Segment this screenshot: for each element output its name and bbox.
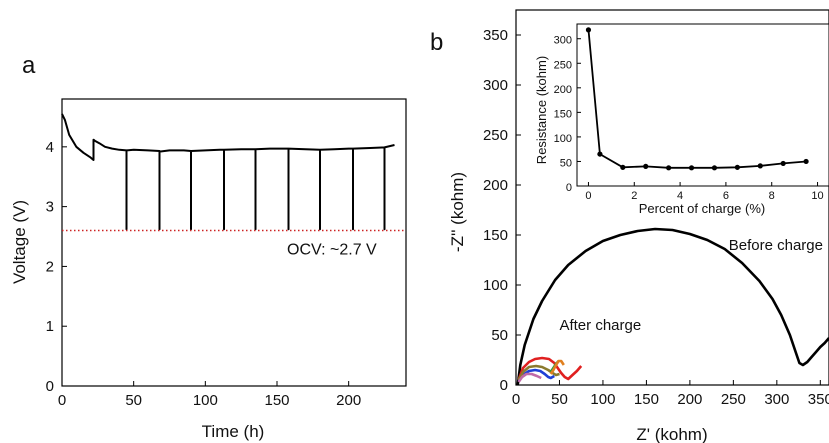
panel-a-ytick-label: 4 (46, 139, 54, 156)
inset-data-point (620, 164, 626, 170)
panel-b-series-line-0 (516, 227, 829, 386)
inset-xtick-label: 6 (723, 190, 729, 202)
panel-a-ytick-label: 3 (46, 199, 54, 216)
panel-b-label: b (430, 29, 443, 56)
inset-xtick-label: 10 (811, 190, 823, 202)
inset-xtick-label: 2 (631, 190, 637, 202)
inset-ytick-label: 150 (554, 108, 572, 120)
panel-a-xtick-label: 0 (58, 392, 66, 409)
panel-b-ytick-label: 100 (483, 277, 508, 294)
panel-b-nyquist-chart: b 0 50 100 150 200 250 300 35005010015020025030… (430, 9, 829, 443)
panel-b-ytick-label: 150 (483, 227, 508, 244)
inset-ytick-label: 300 (554, 35, 572, 47)
panel-b-xtick-label: 250 (721, 391, 746, 408)
inset-data-point (734, 164, 740, 170)
inset-xtick-label: 0 (585, 190, 591, 202)
inset-ytick-label: 0 (566, 182, 572, 194)
panel-b-xtick-label: 200 (677, 391, 702, 408)
ocv-annotation: OCV: ~2.7 V (287, 241, 377, 258)
before-charge-annotation: Before charge (729, 237, 823, 254)
panel-b-series-line-4 (517, 372, 542, 383)
panel-a-ylabel: Voltage (V) (10, 200, 29, 284)
inset-data-point (780, 160, 786, 167)
panel-b-ytick-label: 0 (500, 377, 508, 394)
inset-ytick-label: 200 (554, 84, 572, 96)
panel-a-xlabel: Time (h) (202, 422, 265, 441)
panel-a-series-line-0 (61, 113, 395, 231)
panel-b-series-line-3 (517, 364, 560, 381)
panel-a-ytick-label: 1 (46, 318, 54, 335)
panel-b-xlabel: Z' (kohm) (636, 425, 707, 443)
inset-ytick-label: 100 (554, 133, 572, 145)
panel-b-series (516, 227, 829, 386)
panel-b-xtick-label: 50 (551, 391, 568, 408)
panel-a-frame (61, 98, 407, 387)
panel-b-xtick-label: 100 (590, 391, 615, 408)
after-charge-annotation: After charge (559, 317, 641, 334)
inset-frame (576, 23, 829, 187)
panel-b-xtick-label: 300 (764, 391, 789, 408)
inset-data-point (803, 158, 809, 165)
panel-a-xtick-label: 100 (193, 392, 218, 409)
inset-data-point (666, 165, 672, 171)
panel-b-ytick-label: 50 (491, 327, 508, 344)
panel-a-ticks: 0 50 100 150 200 0 1 2 3 4 (46, 139, 362, 409)
inset-data-point (757, 163, 763, 169)
panel-a-xtick-label: 150 (264, 392, 289, 409)
inset-data-point (643, 163, 649, 169)
panel-b-xtick-label: 0 (512, 391, 520, 408)
panel-b-ytick-label: 200 (483, 177, 508, 194)
inset-ylabel: Resistance (kohm) (534, 56, 549, 164)
inset-xtick-label: 4 (677, 190, 683, 202)
inset-xlabel: Percent of charge (%) (639, 201, 765, 216)
inset-series (585, 27, 809, 171)
panel-a-ytick-label: 2 (46, 258, 54, 275)
inset-ytick-label: 50 (560, 157, 572, 169)
inset-data-point (597, 151, 603, 157)
panel-a-series (61, 113, 406, 232)
panel-b-ytick-label: 350 (483, 27, 508, 44)
inset-ytick-label: 250 (554, 59, 572, 71)
panel-a-xtick-label: 200 (336, 392, 361, 409)
inset-xtick-label: 8 (769, 190, 775, 202)
inset-data-point (688, 165, 695, 171)
panel-b-series-line-6 (549, 359, 565, 375)
panel-a-xtick-label: 50 (125, 392, 142, 409)
panel-b-frame (515, 9, 829, 386)
panel-b-ylabel: -Z'' (kohm) (448, 172, 467, 252)
panel-b-xtick-label: 350 (808, 391, 829, 408)
inset-data-point (585, 27, 592, 33)
panel-a-label: a (22, 52, 36, 79)
panel-a-ytick-label: 0 (46, 378, 54, 395)
panel-b-xtick-label: 150 (634, 391, 659, 408)
panel-b-ytick-label: 300 (483, 77, 508, 94)
panel-b-ytick-label: 250 (483, 127, 508, 144)
inset-data-point (711, 165, 718, 171)
panel-b-ticks: 0 50 100 150 200 250 300 3500501001502002503003… (483, 27, 829, 408)
panel-a-voltage-time-chart: a 0 50 100 150 200 0 1 2 3 4 Time (h) Voltage (V)… (10, 52, 407, 441)
